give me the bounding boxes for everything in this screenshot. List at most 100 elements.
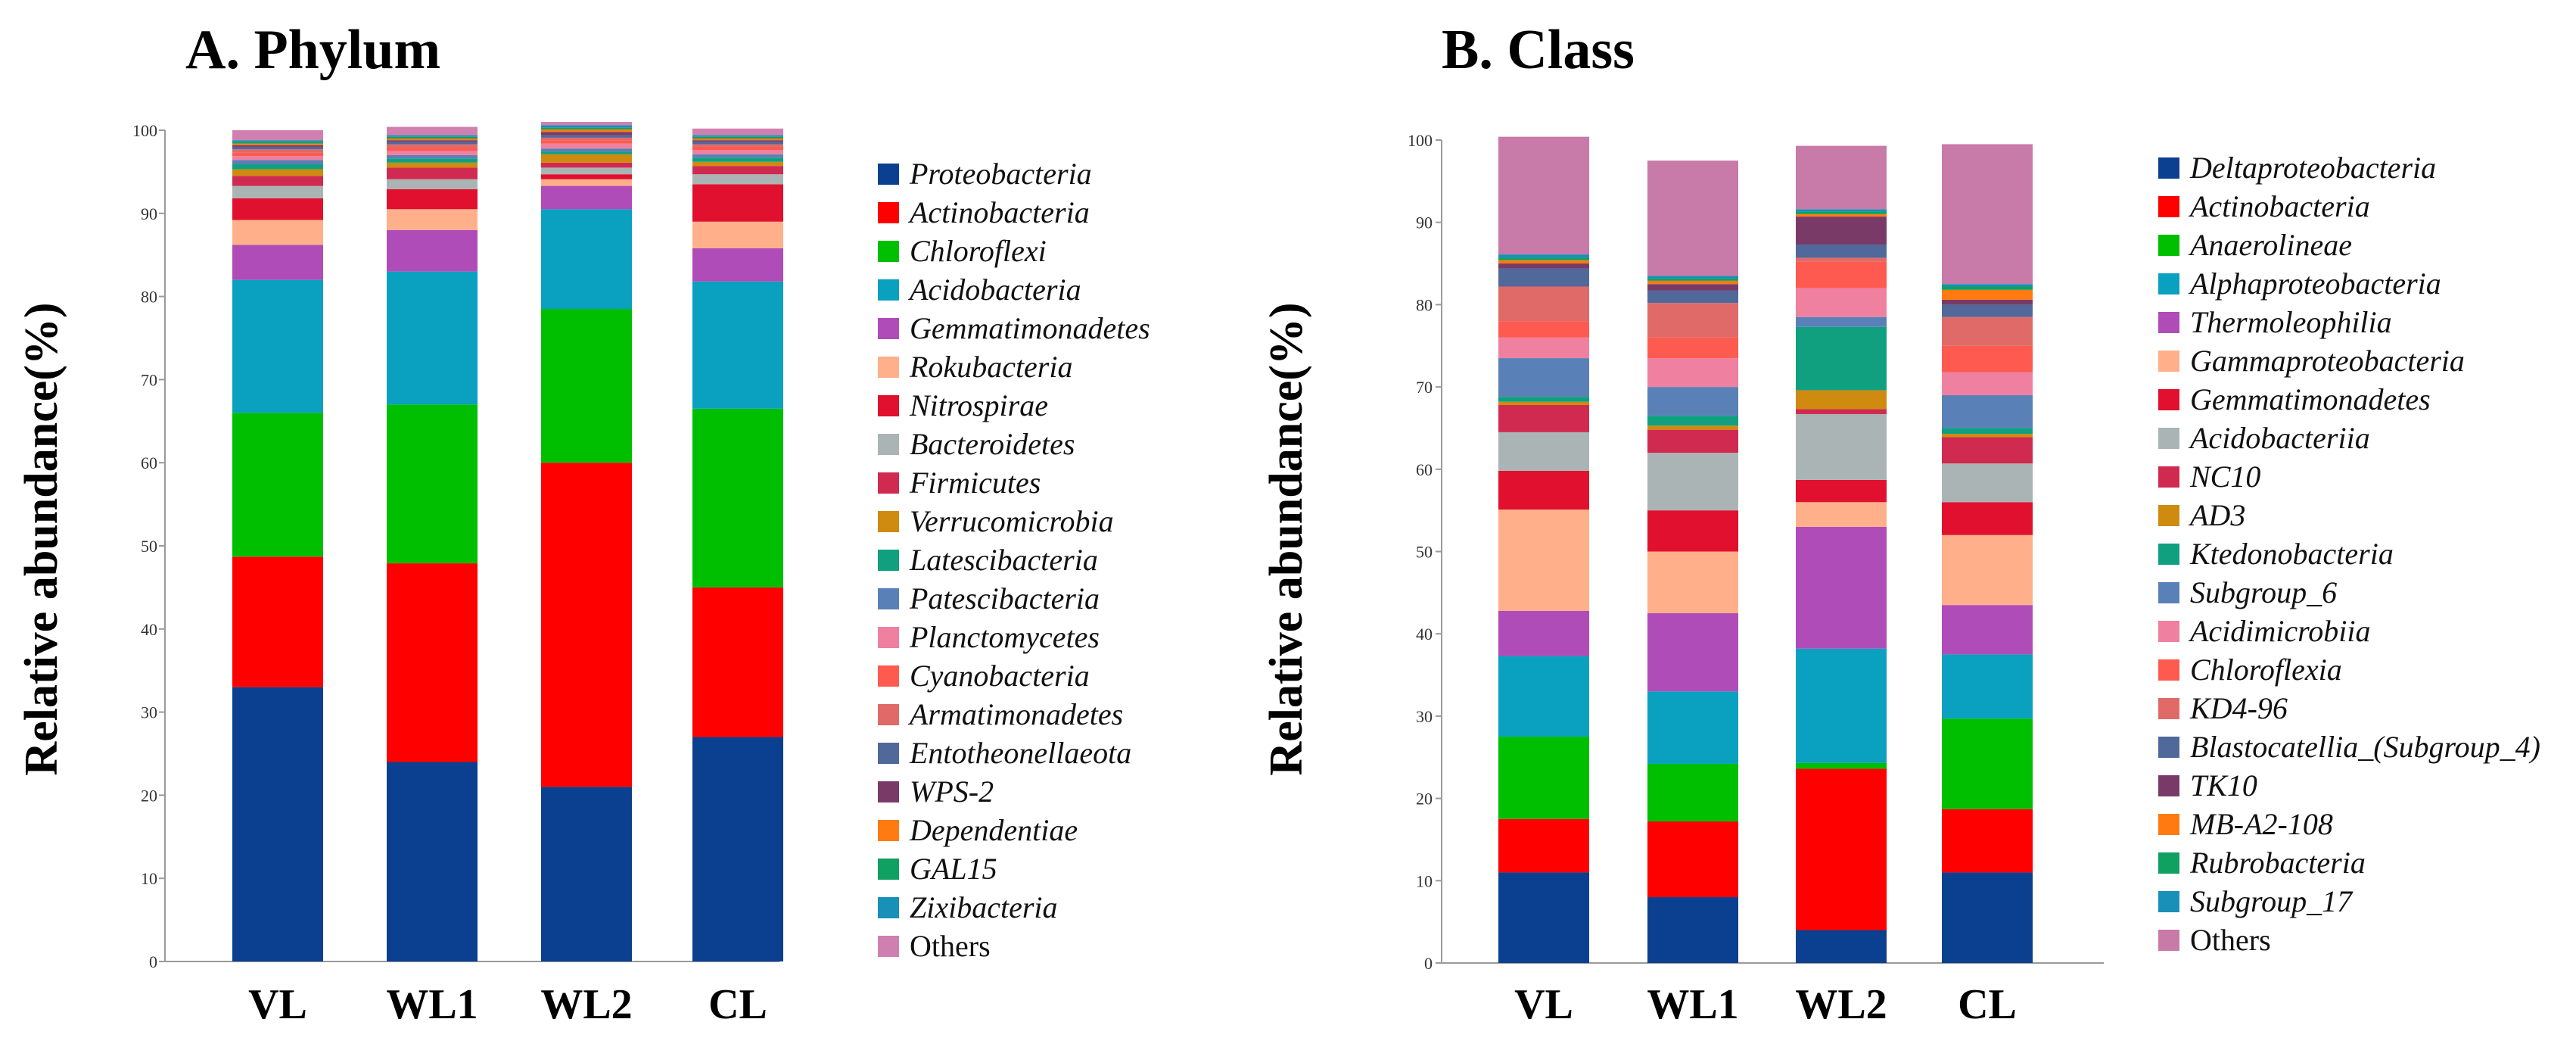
y-tick-label: 60 — [1416, 460, 1433, 479]
bar-segment-acidobacteria-cl — [692, 281, 783, 409]
bar-segment-zixibacteria-vl — [232, 140, 323, 142]
legend-label: Acidobacteria — [907, 273, 1081, 307]
bar-segment-gemmatimonadetes-wl1 — [1647, 510, 1738, 552]
bar-segment-mb-a2-108-wl2 — [1796, 213, 1887, 217]
bar-segment-mb-a2-108-wl1 — [1647, 280, 1738, 285]
x-tick-label-vl: VL — [1514, 981, 1573, 1028]
bar-segment-alphaproteobacteria-wl2 — [1796, 648, 1887, 763]
y-tick-label: 80 — [1416, 295, 1433, 314]
bar-segment-acidimicrobiia-cl — [1942, 372, 2033, 395]
legend-item-actinobacteria: Actinobacteria — [2158, 189, 2370, 223]
legend-swatch — [2158, 273, 2179, 295]
bar-segment-deltaproteobacteria-cl — [1942, 872, 2033, 963]
legend-swatch — [878, 897, 899, 918]
bar-segment-proteobacteria-vl — [232, 687, 323, 961]
legend-class: Deltaproteobacteria Actinobacteria Anaerol… — [2158, 151, 2540, 957]
legend-swatch — [878, 936, 899, 957]
bar-segment-subgroup-17-wl1 — [1647, 276, 1738, 279]
bar-segment-rokubacteria-wl1 — [387, 209, 478, 230]
legend-swatch — [2158, 775, 2179, 796]
legend-swatch — [878, 550, 899, 571]
bar-segment-nitrospirae-cl — [692, 184, 783, 222]
bar-segment-mb-a2-108-vl — [1498, 260, 1589, 264]
bar-segment-acidobacteria-wl1 — [387, 271, 478, 405]
y-tick-label: 80 — [141, 288, 157, 307]
bar-segment-actinobacteria-wl2 — [541, 463, 632, 787]
bar-segment-ktedonobacteria-cl — [1942, 428, 2033, 435]
legend-swatch — [878, 627, 899, 648]
legend-label: TK10 — [2190, 768, 2257, 802]
legend-label: Gemmatimonadetes — [2190, 382, 2431, 416]
bar-segment-rubrobacteria-vl — [1498, 257, 1589, 260]
bar-segment-planctomycetes-wl2 — [541, 143, 632, 149]
panel-title-class: B. Class — [1442, 19, 1635, 81]
bar-segment-chloroflexia-cl — [1942, 345, 2033, 372]
bar-segment-others-cl — [1942, 144, 2033, 285]
bar-segment-alphaproteobacteria-vl — [1498, 656, 1589, 737]
bar-segment-entotheonellaeota-wl1 — [387, 142, 478, 145]
y-tick-label: 0 — [1424, 954, 1433, 973]
bar-segment-chloroflexi-wl2 — [541, 309, 632, 463]
legend-label: Rokubacteria — [909, 350, 1073, 384]
bar-segment-others-wl2 — [1796, 145, 1887, 210]
bars-phylum — [232, 122, 783, 961]
bar-segment-ad3-cl — [1942, 434, 2033, 438]
bar-segment-firmicutes-wl1 — [387, 167, 478, 179]
bar-segment-ktedonobacteria-wl1 — [1647, 416, 1738, 426]
legend-swatch — [2158, 544, 2179, 565]
bar-segment-patescibacteria-wl2 — [541, 148, 632, 152]
legend-label: Acidimicrobiia — [2188, 614, 2370, 648]
bar-segment-latescibacteria-wl1 — [387, 158, 478, 163]
bar-segment-verrucomicrobia-vl — [232, 169, 323, 176]
legend-label: Acidobacteriia — [2188, 421, 2370, 455]
bar-segment-nc10-cl — [1942, 437, 2033, 464]
bar-segment-chloroflexi-wl1 — [387, 404, 478, 564]
legend-swatch — [878, 279, 899, 301]
y-tick-label: 100 — [1408, 131, 1433, 150]
bar-segment-anaerolineae-vl — [1498, 737, 1589, 819]
bar-segment-verrucomicrobia-wl1 — [387, 162, 478, 168]
legend-label: Zixibacteria — [910, 890, 1058, 924]
bar-segment-proteobacteria-wl2 — [541, 787, 632, 961]
legend-item-patescibacteria: Patescibacteria — [878, 581, 1100, 615]
y-tick-label: 70 — [141, 370, 157, 389]
bar-segment-tk10-wl1 — [1647, 284, 1738, 291]
x-tick-label-wl2: WL2 — [540, 981, 632, 1028]
bar-segment-thermoleophilia-cl — [1942, 605, 2033, 655]
bar-segment-gemmatimonadetes-wl2 — [1796, 479, 1887, 503]
legend-label: Rubrobacteria — [2189, 846, 2366, 880]
legend-swatch — [2158, 196, 2179, 217]
bar-segment-gal15-wl2 — [541, 127, 632, 129]
legend-label: Entotheonellaeota — [909, 736, 1131, 770]
legend-swatch — [878, 241, 899, 262]
bar-segment-acidobacteriia-wl1 — [1647, 453, 1738, 511]
y-ticks-phylum: 0 10 20 30 40 50 60 70 80 90 100 — [132, 121, 165, 971]
y-tick-label: 50 — [1416, 543, 1433, 562]
legend-swatch — [2158, 157, 2179, 179]
legend-item-others: Others — [2158, 923, 2271, 957]
legend-item-acidimicrobiia: Acidimicrobiia — [2158, 614, 2370, 648]
bar-segment-armatimonadetes-vl — [232, 149, 323, 153]
bar-segment-subgroup-17-vl — [1498, 254, 1589, 258]
bar-segment-alphaproteobacteria-wl1 — [1647, 691, 1738, 764]
bar-segment-tk10-vl — [1498, 263, 1589, 269]
bar-segment-nitrospirae-vl — [232, 198, 323, 220]
legend-label: GAL15 — [910, 852, 997, 886]
bar-segment-rokubacteria-wl2 — [541, 179, 632, 186]
legend-swatch — [878, 820, 899, 841]
bar-segment-ad3-wl2 — [1796, 390, 1887, 410]
bar-segment-subgroup-6-vl — [1498, 358, 1589, 397]
bar-segment-bacteroidetes-wl2 — [541, 167, 632, 175]
legend-label: Actinobacteria — [907, 195, 1090, 229]
legend-label: Gammaproteobacteria — [2190, 344, 2465, 378]
bar-segment-latescibacteria-cl — [692, 157, 783, 162]
bar-segment-subgroup-17-wl2 — [1796, 209, 1887, 212]
legend-label: Anaerolineae — [2188, 228, 2352, 262]
legend-swatch — [878, 743, 899, 764]
legend-swatch — [2158, 235, 2179, 256]
bar-segment-zixibacteria-wl1 — [387, 135, 478, 137]
x-ticks-class: VL WL1 WL2 CL — [1514, 981, 2017, 1028]
bar-segment-armatimonadetes-wl1 — [387, 144, 478, 148]
legend-swatch — [2158, 852, 2179, 874]
bar-segment-nc10-wl1 — [1647, 429, 1738, 453]
